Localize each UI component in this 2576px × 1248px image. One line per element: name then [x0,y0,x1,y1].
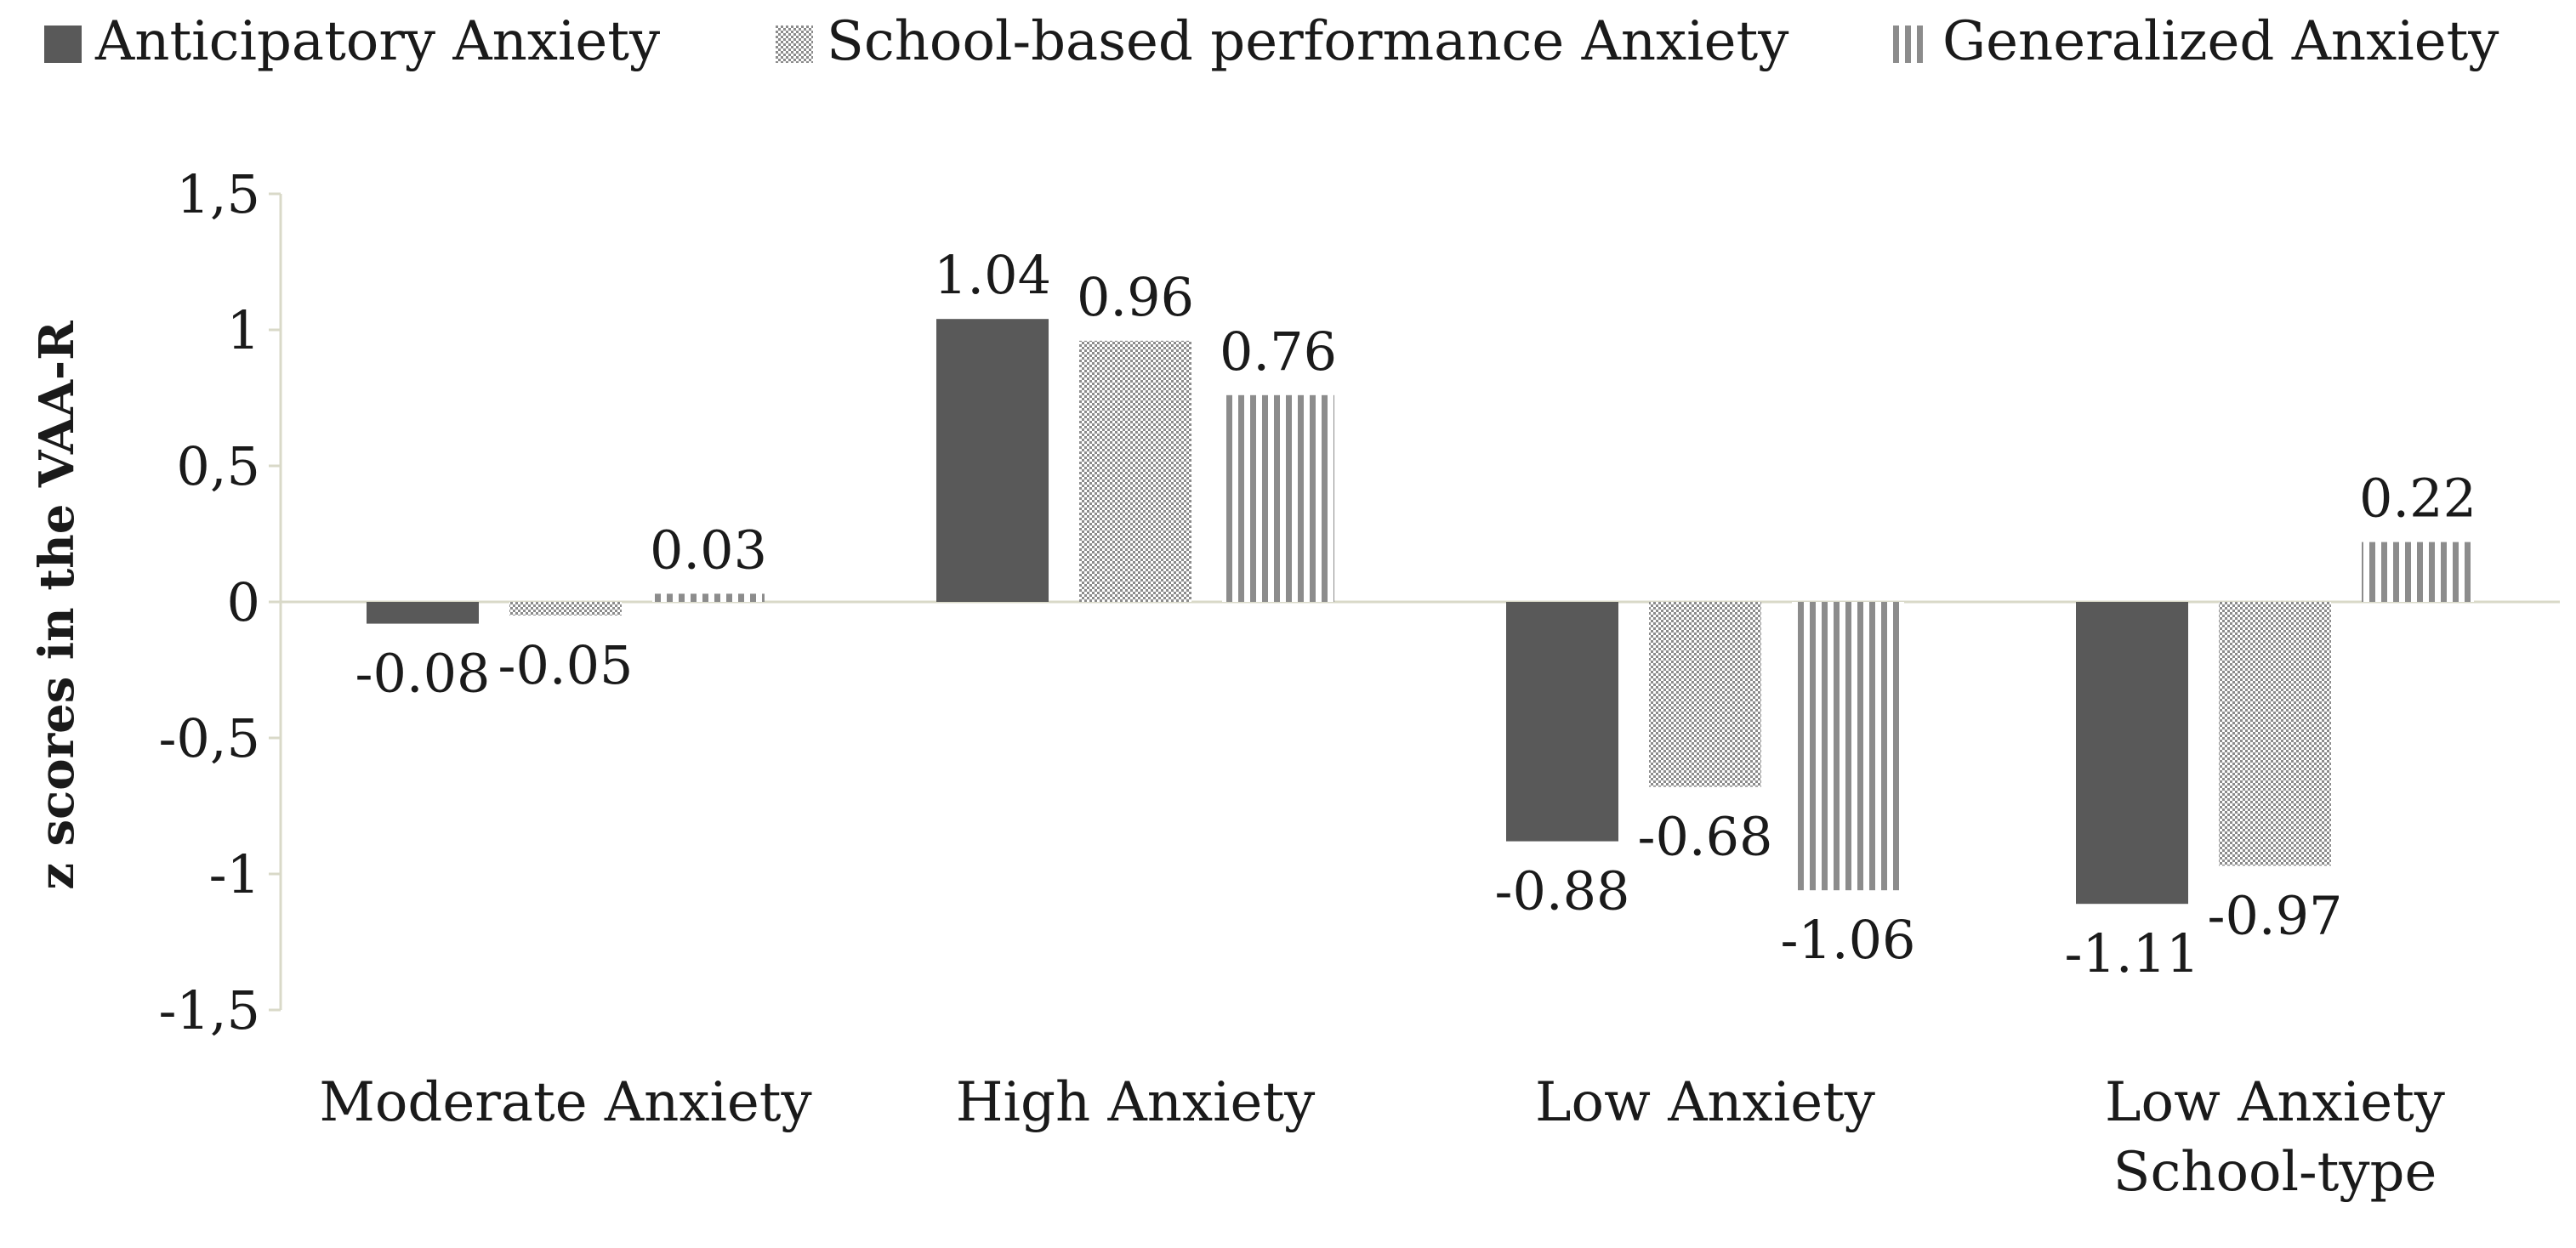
data-label: -1.11 [2065,922,2200,984]
x-category-label: Moderate Anxiety [319,1071,811,1134]
bar [509,602,622,615]
x-axis-categories: Moderate Anxiety High Anxiety Low Anxiety L… [319,1071,2445,1204]
bar [2076,602,2188,905]
bar [2219,602,2331,866]
x-category-label: High Anxiety [956,1071,1316,1134]
data-label: 0.22 [2359,468,2476,530]
legend-swatch [776,26,813,63]
y-axis-title: z scores in the VAA-R [29,321,85,890]
bar [936,319,1049,602]
bar [2362,542,2474,602]
y-tick-label: -1 [209,843,260,905]
legend-label: Generalized Anxiety [1942,10,2499,73]
data-label: 0.96 [1077,266,1194,328]
legend-swatch [1891,26,1929,63]
y-tick-label: 0 [227,571,260,633]
data-labels: -0.08 1.04 -0.88 -1.11 -0.05 0.96 -0.68 -0.97 0.… [355,244,2477,984]
bar [1079,340,1191,602]
x-category-label: Low Anxiety [1535,1071,1875,1134]
y-tick-label: -0,5 [158,707,260,769]
legend-label: Anticipatory Anxiety [94,10,660,73]
data-label: 1.04 [934,244,1051,306]
data-label: -0.68 [1638,806,1773,868]
data-label: -0.88 [1495,860,1630,922]
bar [652,593,765,602]
data-label: -0.97 [2208,884,2343,946]
y-tick-label: -1,5 [158,979,260,1041]
bar [1506,602,1618,842]
data-label: -0.05 [498,634,634,696]
legend-label: School-based performance Anxiety [827,10,1788,73]
legend: Anticipatory Anxiety School-based perform… [44,10,2499,73]
y-axis: 1,5 1 0,5 0 -0,5 -1 -1,5 [158,163,2560,1041]
data-label: -1.06 [1781,909,1916,971]
bars [367,319,2474,905]
data-label: 0.76 [1220,321,1337,383]
data-label: -0.08 [355,643,491,705]
y-tick-label: 1,5 [176,163,260,225]
x-category-label: Low Anxiety School-type [2105,1071,2445,1204]
bar [1649,602,1761,787]
data-label: 0.03 [650,519,767,581]
legend-swatch [44,26,82,63]
bar [367,602,479,624]
bar [1792,602,1904,891]
y-tick-label: 0,5 [176,435,260,497]
bar [1222,394,1334,602]
y-tick-label: 1 [227,299,260,361]
